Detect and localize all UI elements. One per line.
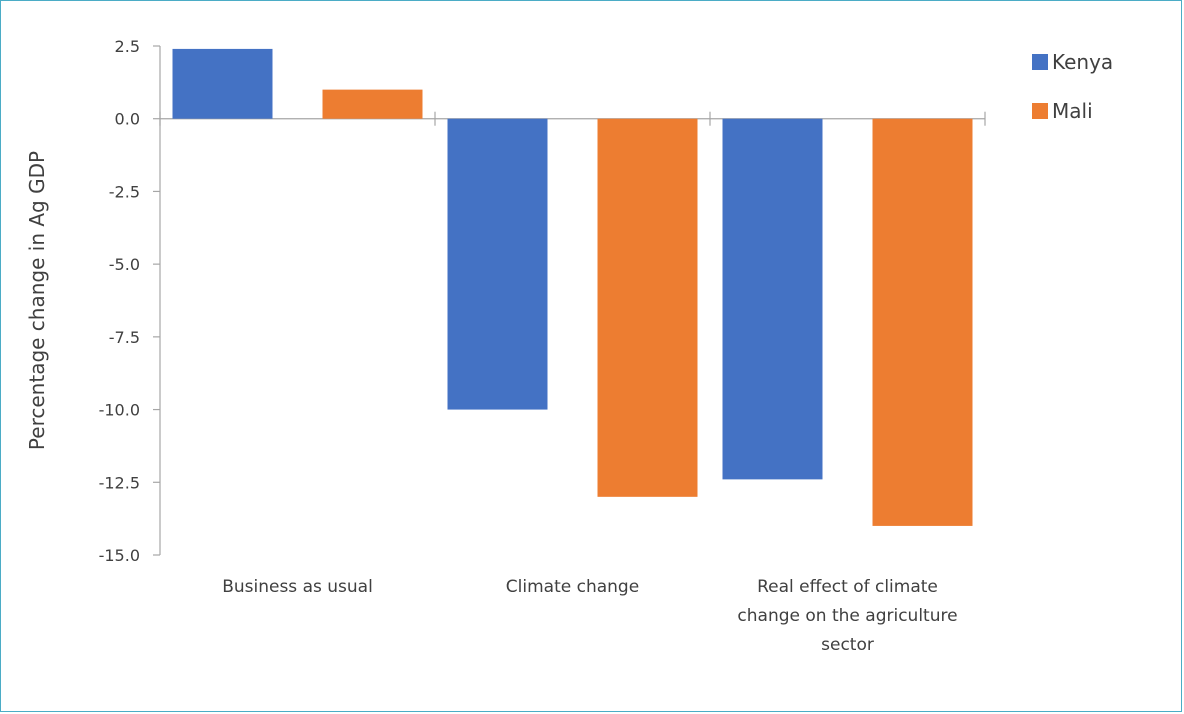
bar-kenya-0: [172, 48, 273, 119]
legend-label-mali: Mali: [1052, 99, 1093, 123]
y-tick-label: -5.0: [109, 255, 140, 274]
legend-label-kenya: Kenya: [1052, 50, 1113, 74]
y-tick-label: -12.5: [99, 473, 140, 492]
category-label: sector: [821, 635, 874, 655]
y-tick-label: 2.5: [115, 37, 140, 56]
y-tick-label: -10.0: [99, 401, 140, 420]
legend-swatch-kenya: [1032, 54, 1048, 70]
legend: Kenya Mali: [1032, 50, 1113, 123]
category-label: Business as usual: [222, 577, 373, 597]
category-label: Real effect of climate: [757, 577, 938, 597]
y-axis-title: Percentage change in Ag GDP: [25, 151, 49, 450]
category-labels: Business as usual Climate change Real effe…: [222, 577, 957, 655]
bar-mali-2: [872, 118, 973, 526]
y-tick-label: 0.0: [115, 110, 140, 129]
bar-mali-1: [597, 118, 698, 497]
bar-kenya-2: [722, 118, 823, 480]
y-tick-label: -2.5: [109, 182, 140, 201]
bar-mali-0: [322, 89, 423, 119]
category-label: Climate change: [506, 577, 639, 597]
y-tick-label: -7.5: [109, 328, 140, 347]
legend-swatch-mali: [1032, 103, 1048, 119]
category-label: change on the agriculture: [737, 606, 957, 626]
y-axis: 2.5 0.0 -2.5 -5.0 -7.5 -10.0 -12.5 -15.0: [99, 37, 161, 565]
x-axis: [159, 111, 986, 126]
y-tick-label: -15.0: [99, 546, 140, 565]
bars: [172, 48, 973, 526]
bar-kenya-1: [447, 118, 548, 410]
